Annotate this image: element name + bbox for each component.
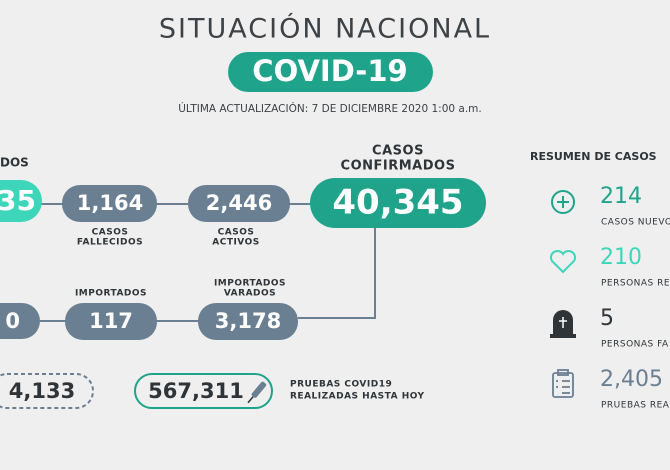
icon-clipboard <box>552 369 574 398</box>
pending-value: 4,133 <box>9 379 75 403</box>
pending-pill <box>0 373 94 409</box>
summary-value: 210 <box>600 245 642 270</box>
confirmed-label: CONFIRMADOS <box>341 159 456 174</box>
confirmed-pill <box>310 178 486 228</box>
summary-label: PERSONAS FA <box>601 340 669 350</box>
tests-pill <box>134 373 273 409</box>
confirmed-value: 40,345 <box>332 183 463 223</box>
summary-value: 5 <box>600 306 614 331</box>
summary-value: 214 <box>600 184 642 209</box>
active-label: CASOS <box>218 228 255 238</box>
confirmed-label: CASOS <box>372 144 424 159</box>
recovered-label: DOS <box>0 156 29 170</box>
deaths-label: CASOS <box>92 228 129 238</box>
imported-pill <box>65 303 157 340</box>
stranded-pill <box>198 303 298 340</box>
summary-title: RESUMEN DE CASOS <box>530 150 657 163</box>
imported-label: IMPORTADOS <box>75 289 147 299</box>
stranded-label: VARADOS <box>224 289 276 299</box>
active-value: 2,446 <box>206 191 272 215</box>
local-value: 0 <box>5 309 20 333</box>
badge: COVID-19 <box>252 54 407 88</box>
tests-label: PRUEBAS COVID19 <box>290 380 392 390</box>
local-pill <box>0 303 40 339</box>
stranded-value: 3,178 <box>215 309 281 333</box>
deaths-value: 1,164 <box>77 191 143 215</box>
summary-label: PERSONAS RE <box>601 279 670 289</box>
recovered-pill <box>0 180 42 222</box>
tests-value: 567,311 <box>148 379 244 403</box>
swab-icon <box>247 381 267 404</box>
summary-label: CASOS NUEVO <box>601 218 670 228</box>
summary-label: PRUEBAS REA <box>601 401 670 411</box>
tests-label: REALIZADAS HASTA HOY <box>290 392 425 402</box>
active-label: ACTIVOS <box>212 238 260 248</box>
icon-new <box>551 190 575 214</box>
recovered-value: 35 <box>0 184 36 217</box>
icon-heart <box>549 249 577 274</box>
title: SITUACIÓN NACIONAL <box>159 13 491 45</box>
stranded-label: IMPORTADOS <box>214 279 286 289</box>
deaths-pill <box>62 185 157 222</box>
active-pill <box>188 185 290 222</box>
imported-value: 117 <box>89 309 133 333</box>
badge-pill <box>228 52 433 92</box>
summary-value: 2,405 <box>600 367 663 392</box>
updated: ÚLTIMA ACTUALIZACIÓN: 7 DE DICIEMBRE 202… <box>178 102 482 115</box>
icon-grave <box>550 310 576 338</box>
deaths-label: FALLECIDOS <box>77 238 143 248</box>
